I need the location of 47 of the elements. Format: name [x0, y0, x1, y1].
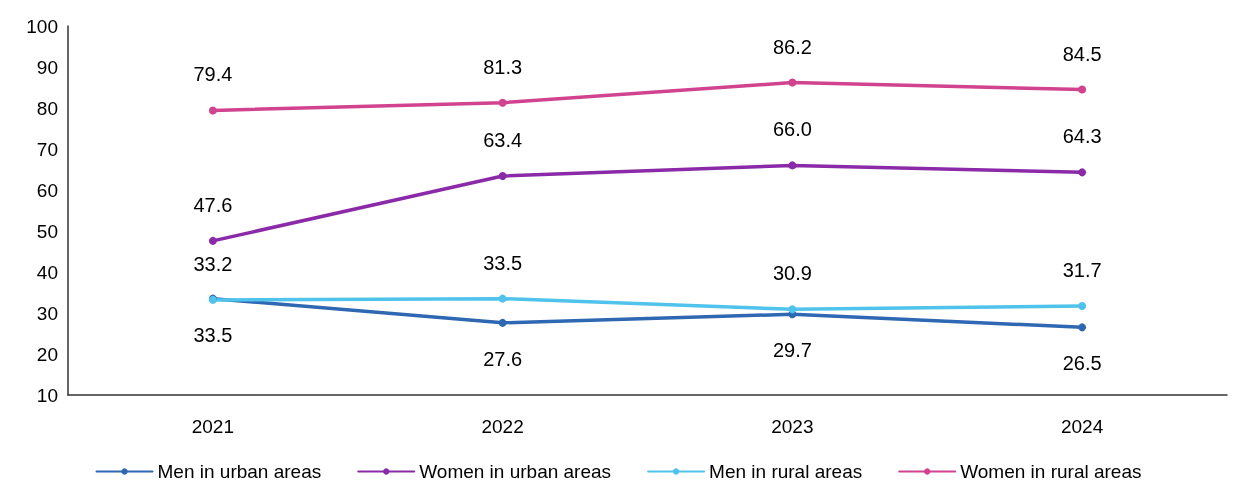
data-label: 66.0 — [772, 118, 812, 141]
x-tick-label: 2023 — [771, 416, 814, 437]
data-label: 29.7 — [772, 339, 812, 362]
y-tick-label: 80 — [36, 97, 58, 119]
y-tick-label: 90 — [36, 56, 58, 78]
point — [788, 161, 797, 170]
legend-label: Women in rural areas — [960, 461, 1142, 482]
point — [1078, 168, 1087, 177]
point — [1078, 85, 1087, 94]
x-tick-label: 2024 — [1060, 416, 1104, 437]
data-label: 33.5 — [483, 251, 523, 274]
data-label: 64.3 — [1062, 125, 1102, 148]
y-tick-label: 10 — [36, 384, 58, 406]
data-label: 63.4 — [483, 129, 523, 152]
point — [498, 172, 507, 181]
data-label: 26.5 — [1062, 352, 1102, 375]
point — [788, 78, 797, 87]
legend-label: Women in urban areas — [419, 461, 612, 482]
point — [788, 305, 797, 314]
legend-label: Men in urban areas — [157, 461, 322, 482]
data-label: 84.5 — [1062, 42, 1102, 65]
x-tick-label: 2022 — [481, 416, 524, 437]
point — [498, 98, 507, 107]
point — [1078, 302, 1087, 311]
legend-label: Men in rural areas — [709, 461, 863, 482]
data-label: 33.5 — [193, 323, 233, 346]
data-label: 79.4 — [193, 63, 233, 86]
point — [1078, 323, 1087, 332]
data-label: 47.6 — [193, 193, 233, 216]
point — [208, 106, 217, 115]
point — [498, 318, 507, 327]
data-label: 27.6 — [483, 347, 523, 370]
data-label: 86.2 — [772, 35, 812, 58]
y-tick-label: 40 — [36, 261, 58, 283]
x-tick-label: 2021 — [191, 416, 235, 437]
y-tick-label: 60 — [36, 179, 58, 201]
data-label: 30.9 — [772, 262, 812, 285]
data-label: 33.2 — [193, 252, 233, 275]
y-tick-label: 100 — [26, 15, 58, 37]
y-tick-label: 70 — [36, 138, 58, 160]
data-label: 31.7 — [1062, 259, 1102, 282]
data-label: 81.3 — [483, 55, 523, 78]
y-tick-label: 50 — [36, 220, 58, 242]
point — [498, 294, 507, 303]
y-tick-label: 20 — [36, 343, 58, 365]
point — [208, 236, 217, 245]
y-tick-label: 30 — [36, 302, 58, 324]
